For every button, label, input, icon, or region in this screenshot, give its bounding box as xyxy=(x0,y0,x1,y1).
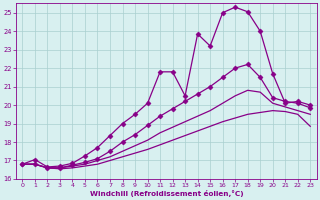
X-axis label: Windchill (Refroidissement éolien,°C): Windchill (Refroidissement éolien,°C) xyxy=(90,190,243,197)
